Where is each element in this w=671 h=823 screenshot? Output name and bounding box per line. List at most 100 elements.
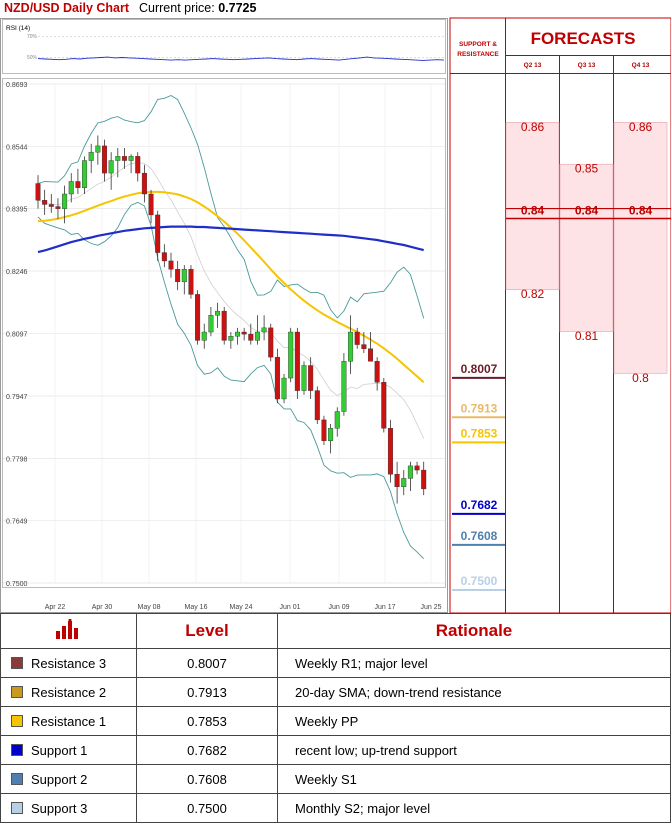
candle-body (188, 269, 194, 295)
forecast-value: 0.82 (521, 287, 545, 301)
y-tick-label: 0.8395 (6, 207, 28, 214)
x-tick-label: May 16 (185, 604, 208, 611)
candle-body (254, 331, 260, 341)
sr-value-label: 0.7500 (461, 574, 498, 588)
x-tick-label: May 08 (138, 604, 161, 611)
x-tick-label: Apr 22 (45, 604, 66, 611)
candle-body (75, 181, 81, 188)
candle-body (201, 331, 207, 341)
candle-body (148, 193, 154, 216)
candle-body (108, 160, 114, 174)
x-tick-label: Apr 30 (92, 604, 113, 611)
table-icon-cell (0, 613, 137, 649)
y-tick-label: 0.7947 (6, 394, 28, 401)
candle-body (374, 361, 380, 383)
candle-body (394, 474, 400, 487)
forecast-value: 0.84 (629, 204, 653, 218)
x-tick-label: Jun 25 (420, 604, 441, 611)
bollinger-mid-line (37, 162, 425, 439)
level-color-swatch (11, 772, 23, 785)
candle-body (161, 252, 167, 262)
level-name: Resistance 2 (31, 684, 107, 700)
table-row: Support 3 0.7500 Monthly S2; major level (0, 793, 671, 823)
candle-body (381, 382, 387, 429)
candle-body (221, 310, 227, 341)
candle-body (228, 336, 234, 341)
level-rationale: recent low; up-trend support (277, 735, 671, 765)
y-tick-label: 0.8097 (6, 331, 28, 338)
candle-body (121, 156, 127, 161)
x-tick-label: Jun 17 (374, 604, 395, 611)
current-price: Current price: 0.7725 (139, 1, 256, 15)
table-row: Resistance 2 0.7913 20-day SMA; down-trend… (0, 677, 671, 707)
x-tick-label: May 24 (230, 604, 253, 611)
level-rationale: Weekly PP (277, 706, 671, 736)
sr-value-label: 0.7913 (461, 401, 498, 415)
level-name: Support 1 (31, 742, 88, 758)
sr-title-line2: RESISTANCE (457, 51, 499, 58)
candle-body (95, 145, 101, 153)
candle-body (175, 269, 181, 283)
rsi-frame (2, 19, 446, 74)
level-rationale: Weekly S1 (277, 764, 671, 794)
candle-body (274, 356, 280, 400)
candle-body (82, 160, 88, 188)
level-rationale: Monthly S2; major level (277, 793, 671, 823)
candle-body (234, 331, 240, 337)
forecast-value: 0.86 (521, 120, 545, 134)
x-tick-label: Jun 09 (328, 604, 349, 611)
candle-body (128, 156, 134, 161)
levels-table-header: Level Rationale (0, 613, 671, 649)
y-tick-label: 0.8693 (6, 82, 28, 89)
candle-body (401, 478, 407, 487)
level-name: Support 2 (31, 771, 88, 787)
row-level-name: Resistance 2 (0, 677, 137, 707)
forecast-column-label: Q4 13 (632, 62, 650, 69)
level-value: 0.7853 (136, 706, 278, 736)
level-color-swatch (11, 743, 23, 756)
chart-title: NZD/USD Daily Chart (4, 1, 130, 15)
candle-body (334, 411, 340, 429)
level-name: Resistance 1 (31, 713, 107, 729)
rsi-label: RSI (14) (6, 25, 30, 32)
row-level-name: Support 2 (0, 764, 137, 794)
candle-body (321, 419, 327, 441)
candle-body (55, 206, 61, 209)
candle-body (261, 327, 267, 333)
level-color-swatch (11, 714, 23, 727)
forecast-value: 0.84 (575, 204, 599, 218)
candle-body (42, 200, 48, 205)
candle-body (208, 315, 214, 333)
table-row: Resistance 1 0.7853 Weekly PP (0, 706, 671, 736)
candle-body (361, 344, 367, 349)
candle-body (62, 193, 68, 209)
candle-body (155, 214, 161, 253)
candle-body (215, 310, 221, 316)
level-color-swatch (11, 801, 23, 814)
level-value: 0.7913 (136, 677, 278, 707)
candle-body (354, 331, 360, 345)
column-header-level: Level (136, 613, 278, 649)
candle-body (68, 181, 74, 195)
row-level-name: Support 1 (0, 735, 137, 765)
candle-body (288, 331, 294, 379)
sr-title-line1: SUPPORT & (459, 41, 497, 48)
y-tick-label: 0.8544 (6, 144, 28, 151)
table-row: Support 1 0.7682 recent low; up-trend supp… (0, 735, 671, 765)
forecast-value: 0.81 (575, 329, 599, 343)
sr-value-label: 0.7682 (461, 498, 498, 512)
row-level-name: Support 3 (0, 793, 137, 823)
level-value: 0.7500 (136, 793, 278, 823)
sr-value-label: 0.8007 (461, 362, 498, 376)
candle-body (181, 269, 187, 283)
candle-body (407, 465, 413, 479)
level-name: Resistance 3 (31, 655, 107, 671)
forecast-column-label: Q2 13 (524, 62, 542, 69)
bollinger-lower-line (37, 201, 425, 560)
candle-body (115, 156, 121, 161)
level-value: 0.7682 (136, 735, 278, 765)
candle-body (168, 260, 174, 270)
level-name: Support 3 (31, 800, 88, 816)
level-value: 0.7608 (136, 764, 278, 794)
candle-body (294, 331, 300, 391)
